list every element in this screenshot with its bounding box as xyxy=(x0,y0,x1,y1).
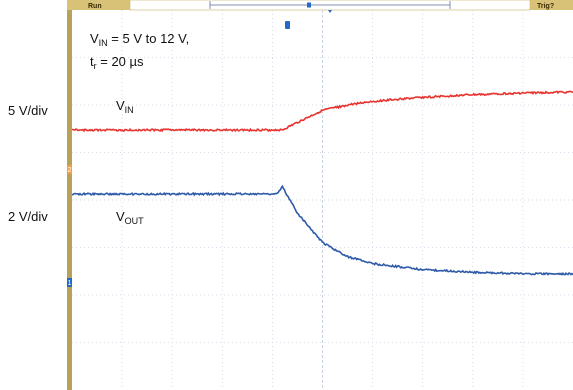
annotation-line-1: VIN = 5 V to 12 V, xyxy=(90,31,189,48)
annotation-line-2-sub: r xyxy=(94,61,97,71)
series-label-vout: VOUT xyxy=(116,209,144,226)
ch2-marker-box xyxy=(67,278,72,287)
trigger-position-marker xyxy=(285,21,290,29)
series-line-vout xyxy=(71,184,573,276)
series-label-vout-sub: OUT xyxy=(125,216,145,226)
graticule xyxy=(72,10,573,390)
ch2-scale-label: 2 V/div xyxy=(8,209,48,224)
annotation-line-2: tr = 20 µs xyxy=(90,54,144,71)
status-bar-position-marker xyxy=(307,2,311,8)
annotation-line-1-main: V xyxy=(90,31,99,46)
run-status: Run xyxy=(88,3,102,10)
traces xyxy=(71,90,573,276)
annotation-line-2-main: t xyxy=(90,54,94,69)
series-label-vin: VIN xyxy=(116,98,134,115)
series-label-vin-sub: IN xyxy=(125,105,134,115)
ch1-marker-label: 2 xyxy=(68,167,72,174)
ch1-marker-box xyxy=(67,165,72,174)
series-label-vout-main: V xyxy=(116,209,125,224)
series-line-vin xyxy=(72,90,573,133)
ch1-scale-label: 5 V/div xyxy=(8,103,48,118)
trigger-marker-arrow xyxy=(328,10,332,13)
annotation-line-1-rest: = 5 V to 12 V, xyxy=(108,31,190,46)
annotation-line-1-sub: IN xyxy=(99,38,108,48)
annotation-line-2-rest: = 20 µs xyxy=(97,54,144,69)
left-ruler xyxy=(67,10,72,390)
ch2-marker-label: 1 xyxy=(68,280,72,287)
series-label-vin-main: V xyxy=(116,98,125,113)
trigger-status: Trig? xyxy=(537,3,554,10)
